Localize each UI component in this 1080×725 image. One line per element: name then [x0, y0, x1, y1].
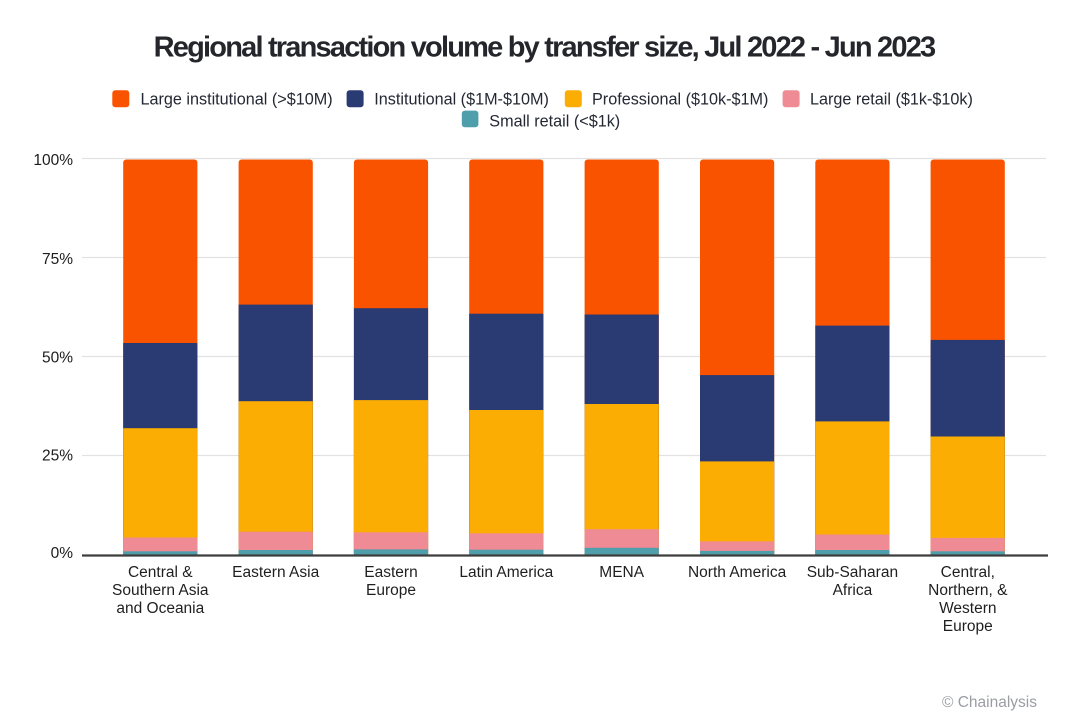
svg-text:Small retail (<$1k): Small retail (<$1k)	[489, 112, 620, 130]
svg-text:Eastern Asia: Eastern Asia	[232, 564, 319, 581]
svg-text:MENA: MENA	[599, 564, 644, 581]
svg-text:25%: 25%	[42, 448, 73, 465]
svg-text:75%: 75%	[42, 251, 73, 268]
svg-text:Professional ($10k-$1M): Professional ($10k-$1M)	[592, 90, 768, 108]
svg-text:50%: 50%	[42, 350, 73, 367]
svg-text:North America: North America	[688, 564, 787, 581]
svg-text:Large institutional (>$10M): Large institutional (>$10M)	[141, 90, 333, 108]
svg-text:© Chainalysis: © Chainalysis	[942, 694, 1037, 711]
svg-text:Latin America: Latin America	[459, 564, 553, 581]
svg-text:0%: 0%	[51, 545, 74, 562]
svg-text:Regional transaction volume by: Regional transaction volume by transfer …	[154, 32, 936, 64]
svg-text:Large retail ($1k-$10k): Large retail ($1k-$10k)	[810, 90, 973, 108]
svg-text:Institutional ($1M-$10M): Institutional ($1M-$10M)	[374, 90, 549, 108]
svg-text:100%: 100%	[33, 152, 73, 169]
